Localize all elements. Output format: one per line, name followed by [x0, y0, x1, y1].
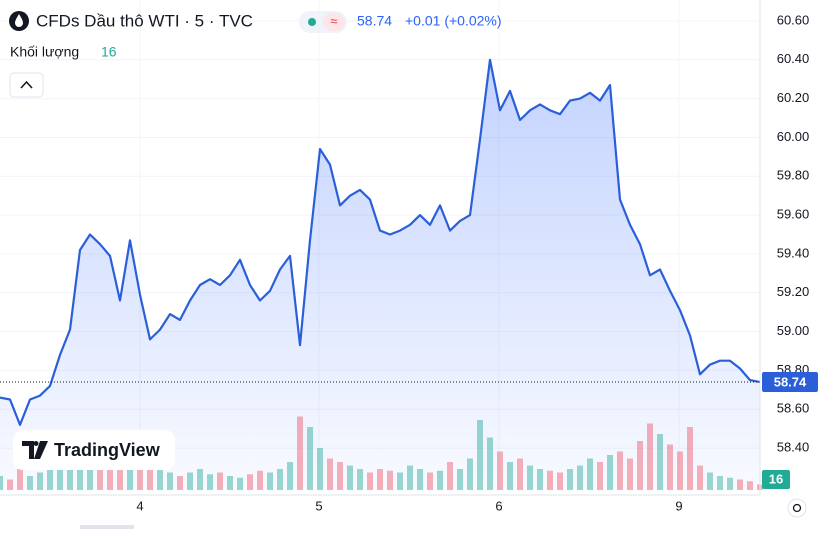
volume-label: Khối lượng [10, 44, 79, 60]
last-price: 58.74 [357, 13, 392, 29]
y-tick-label: 60.20 [777, 90, 810, 105]
y-tick-label: 59.20 [777, 284, 810, 299]
volume-tag-label: 16 [769, 471, 783, 486]
y-tick-label: 58.40 [777, 440, 810, 455]
y-tick-label: 58.60 [777, 401, 810, 416]
x-tick-label: 9 [675, 498, 682, 513]
logo-mark [22, 441, 48, 459]
y-tick-label: 60.00 [777, 129, 810, 144]
price-tag [762, 372, 818, 393]
drop [15, 14, 23, 27]
settings-icon [792, 503, 802, 513]
y-tick-label: 60.60 [777, 12, 810, 27]
x-tick-label: 5 [315, 498, 322, 513]
settings-button[interactable] [787, 498, 807, 518]
title: CFDs Dầu thô WTI · 5 · TVC [36, 11, 253, 30]
y-tick-label: 60.40 [777, 51, 810, 66]
brand: TradingView [54, 440, 161, 460]
delay-icon: ≈ [330, 13, 337, 28]
header: CFDs Dầu thô WTI · 5 · TVC ≈ 58.74 +0.01… [9, 11, 502, 98]
volume-tag [762, 470, 790, 489]
price-change: +0.01 (+0.02%) [405, 13, 502, 29]
x-tick-label: 4 [136, 498, 143, 513]
y-tick-label: 59.80 [777, 168, 810, 183]
price-line [0, 58, 761, 426]
collapse-button[interactable] [9, 72, 44, 98]
logo: TradingView [13, 430, 175, 470]
scroll-hint [80, 525, 134, 529]
chevron [20, 80, 33, 89]
price-tag-label: 58.74 [774, 374, 807, 389]
market-dot [308, 18, 316, 26]
logo-box [13, 430, 175, 470]
y-tick-label: 59.00 [777, 323, 810, 338]
x-tick-label: 6 [495, 498, 502, 513]
y-tick-label: 59.60 [777, 207, 810, 222]
y-tick-label: 59.40 [777, 245, 810, 260]
delay-pill [323, 13, 345, 31]
volume-value: 16 [101, 44, 117, 60]
